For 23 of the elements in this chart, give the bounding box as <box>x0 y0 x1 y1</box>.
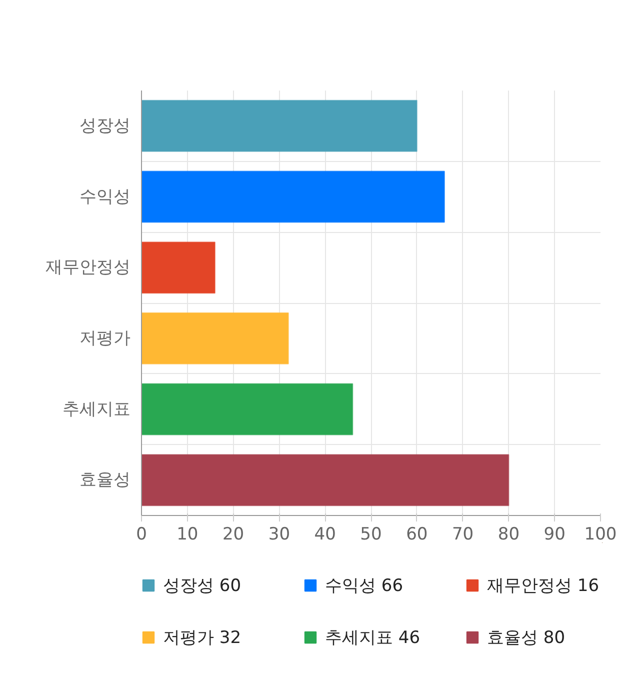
y-tick-label: 재무안정성 <box>46 258 130 278</box>
legend-label: 성장성 60 <box>163 574 242 598</box>
x-tick-label: 70 <box>452 524 474 544</box>
legend-label: 저평가 32 <box>163 626 242 650</box>
x-tick-label: 60 <box>406 524 428 544</box>
legend-label: 추세지표 46 <box>325 626 422 650</box>
x-tick-label: 10 <box>176 524 198 544</box>
x-tick-label: 90 <box>544 524 566 544</box>
legend-label: 재무안정성 16 <box>487 574 600 598</box>
y-tick-label: 효율성 <box>80 470 130 490</box>
y-tick-label: 저평가 <box>80 328 130 348</box>
y-tick-label: 수익성 <box>80 186 130 207</box>
x-tick-label: 20 <box>222 524 244 544</box>
x-tick-label: 80 <box>498 524 520 544</box>
x-tick-label: 50 <box>360 524 382 544</box>
legend-label: 수익성 66 <box>325 574 404 598</box>
y-tick-label: 성장성 <box>80 116 130 136</box>
x-tick-label: 40 <box>314 524 336 544</box>
legend-label: 효율성 80 <box>487 626 566 650</box>
x-tick-label: 100 <box>584 524 617 544</box>
x-tick-label: 0 <box>136 524 147 544</box>
x-tick-label: 30 <box>268 524 290 544</box>
y-tick-label: 추세지표 <box>62 399 130 420</box>
